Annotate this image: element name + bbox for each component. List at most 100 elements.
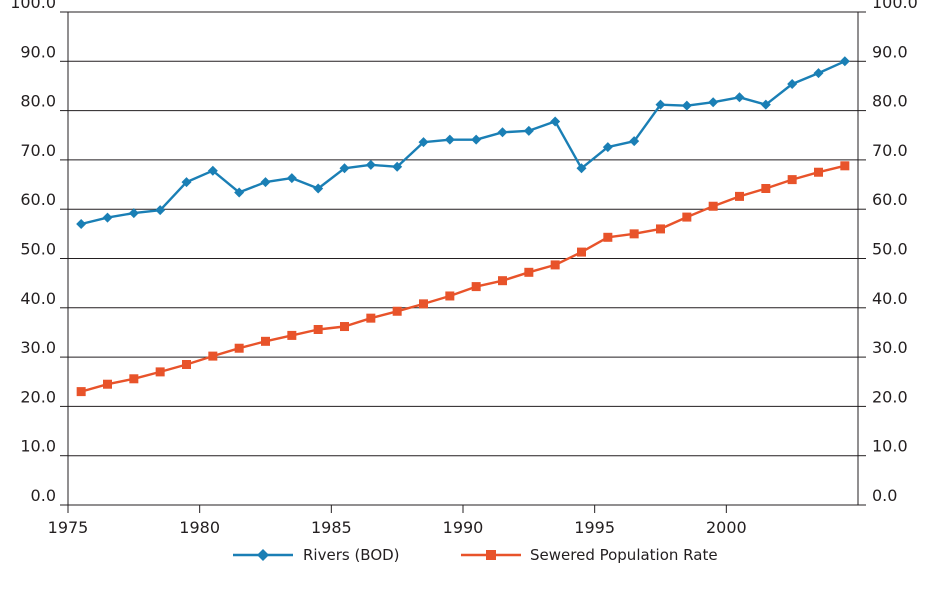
y-tick-label-left: 50.0 — [20, 240, 56, 259]
y-tick-label-right: 90.0 — [872, 42, 908, 61]
data-point — [708, 97, 719, 108]
data-point — [419, 299, 428, 309]
data-point — [550, 260, 560, 270]
data-point — [498, 276, 507, 286]
data-point — [365, 159, 376, 170]
gridlines — [68, 11, 858, 457]
data-point — [286, 173, 297, 184]
legend: Rivers (BOD) Sewered Population Rate — [233, 546, 718, 564]
data-point — [129, 374, 139, 384]
x-tick-label: 2000 — [706, 518, 747, 537]
data-point — [550, 116, 561, 127]
data-point — [471, 282, 481, 292]
y-tick-label-left: 20.0 — [20, 387, 56, 406]
data-point — [260, 177, 271, 188]
series — [76, 56, 850, 397]
legend-label: Sewered Population Rate — [530, 546, 718, 564]
data-point — [392, 161, 403, 172]
data-point — [234, 343, 244, 353]
y-tick-label-right: 80.0 — [872, 92, 908, 111]
x-tick-label: 1980 — [179, 518, 220, 537]
data-point — [366, 313, 376, 323]
y-tick-label-left: 80.0 — [20, 92, 56, 111]
data-point — [497, 127, 508, 138]
y-tick-label-left: 30.0 — [20, 338, 56, 357]
y-tick-label-left: 0.0 — [31, 486, 56, 505]
y-axis-right-ticks: 0.0 10.0 20.0 30.0 40.0 50.0 60.0 70.0 80.0 90.0 1… — [858, 0, 918, 506]
data-point — [734, 92, 745, 103]
y-tick-label-right: 10.0 — [872, 437, 908, 456]
x-tick-label: 1975 — [48, 518, 89, 537]
legend-label: Rivers (BOD) — [303, 546, 400, 564]
data-point — [629, 229, 639, 239]
y-tick-label-right: 40.0 — [872, 289, 908, 308]
data-point — [840, 161, 850, 171]
y-tick-label-left: 100.0 — [10, 0, 56, 12]
data-point — [787, 78, 798, 89]
data-point — [577, 247, 586, 257]
data-point — [760, 99, 771, 110]
y-tick-label-left: 90.0 — [20, 42, 56, 61]
data-point — [708, 201, 718, 211]
data-point — [261, 336, 270, 346]
y-tick-label-left: 70.0 — [20, 141, 56, 160]
data-point — [76, 218, 87, 229]
y-tick-label-left: 40.0 — [20, 289, 56, 308]
data-point — [76, 387, 86, 397]
data-point — [787, 175, 797, 185]
series-0 — [76, 56, 850, 229]
data-point — [313, 324, 323, 334]
data-point — [761, 183, 771, 193]
data-point — [523, 125, 534, 136]
y-tick-label-right: 100.0 — [872, 0, 918, 12]
y-tick-label-left: 10.0 — [20, 437, 56, 456]
data-point — [102, 212, 113, 223]
data-point — [445, 291, 455, 301]
data-point — [128, 208, 139, 219]
series-1 — [76, 161, 850, 397]
legend-marker — [257, 549, 269, 561]
legend-marker — [486, 550, 496, 560]
data-point — [182, 359, 191, 369]
y-tick-label-right: 50.0 — [872, 240, 908, 259]
y-tick-label-right: 60.0 — [872, 190, 908, 209]
data-point — [735, 191, 744, 201]
data-point — [155, 205, 166, 216]
data-point — [839, 56, 850, 67]
legend-item-0: Rivers (BOD) — [233, 546, 400, 564]
data-point — [392, 306, 402, 316]
data-point — [339, 163, 350, 174]
data-point — [207, 165, 218, 176]
data-point — [313, 183, 324, 194]
data-point — [576, 163, 587, 174]
data-point — [181, 177, 192, 188]
data-point — [681, 100, 692, 111]
data-point — [444, 134, 455, 145]
data-point — [655, 99, 666, 110]
data-point — [524, 267, 534, 277]
y-tick-label-left: 60.0 — [20, 190, 56, 209]
data-point — [208, 351, 218, 361]
data-point — [602, 142, 613, 153]
x-axis-ticks: 1975 1980 1985 1990 1995 2000 — [48, 505, 747, 537]
data-point — [103, 379, 112, 389]
data-point — [629, 136, 640, 147]
data-point — [287, 330, 297, 340]
series-line — [80, 60, 846, 226]
y-axis-left-ticks: 0.0 10.0 20.0 30.0 40.0 50.0 60.0 70.0 80.0 90.0 1… — [10, 0, 68, 506]
data-point — [340, 322, 349, 332]
y-tick-label-right: 30.0 — [872, 338, 908, 357]
y-tick-label-right: 0.0 — [872, 486, 897, 505]
y-tick-label-right: 20.0 — [872, 387, 908, 406]
data-point — [814, 167, 823, 177]
legend-item-1: Sewered Population Rate — [461, 546, 718, 564]
data-point — [603, 232, 613, 242]
data-point — [155, 367, 165, 377]
x-tick-label: 1985 — [311, 518, 352, 537]
series-line — [80, 164, 846, 393]
data-point — [471, 134, 482, 145]
data-point — [682, 212, 692, 222]
data-point — [234, 187, 245, 198]
